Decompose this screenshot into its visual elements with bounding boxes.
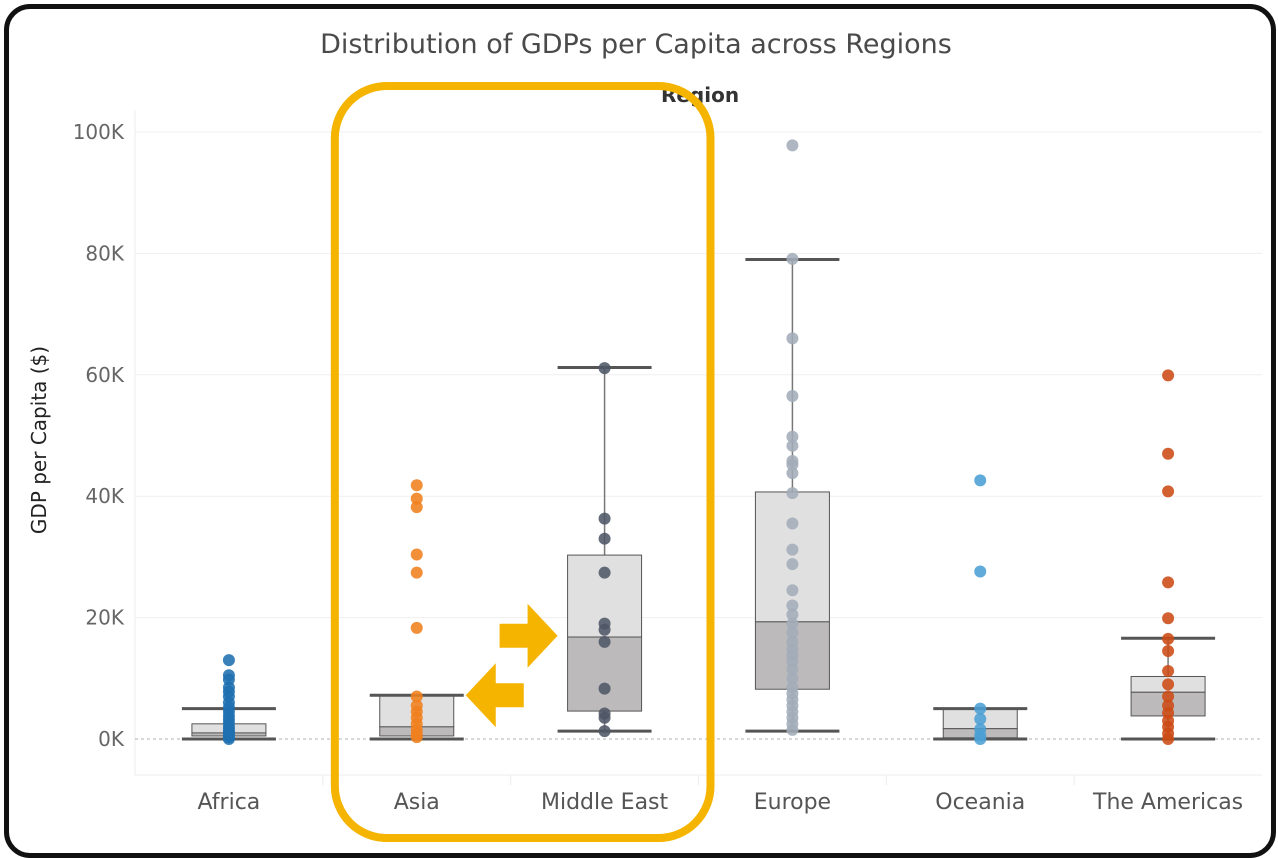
data-point [598, 682, 611, 695]
data-point [410, 690, 423, 703]
y-tick-label: 0K [98, 727, 125, 751]
data-point [786, 517, 799, 530]
grid-lines [134, 110, 1262, 785]
annotation-layer [330, 82, 715, 842]
x-category-label: Africa [198, 790, 261, 815]
data-point [786, 599, 799, 612]
data-point [786, 635, 799, 648]
data-point [1162, 644, 1175, 657]
data-point [786, 430, 799, 443]
data-point [1162, 632, 1175, 645]
data-point [410, 621, 423, 634]
data-point [410, 548, 423, 561]
data-point [786, 584, 799, 597]
data-point [410, 566, 423, 579]
data-point [1162, 485, 1175, 498]
data-point [1162, 699, 1175, 712]
data-point [222, 654, 235, 667]
data-point [1162, 447, 1175, 460]
box-lower [567, 636, 643, 712]
x-category-label: Middle East [541, 790, 669, 815]
data-point [786, 672, 799, 685]
y-tick-label: 40K [85, 484, 124, 508]
data-point [598, 362, 611, 375]
data-point [974, 474, 987, 487]
data-point [598, 532, 611, 545]
x-axis-categories: Africa Asia Middle East Europe Oceania The Am… [198, 790, 1244, 815]
data-point [974, 712, 987, 725]
box-middle-east [557, 366, 652, 733]
data-point [1162, 576, 1175, 589]
data-point [1162, 690, 1175, 703]
data-point [786, 439, 799, 452]
y-tick-label: 100K [73, 120, 125, 144]
data-point [786, 332, 799, 345]
data-point [1162, 665, 1175, 678]
data-point [598, 725, 611, 738]
y-axis-label: GDP per Capita ($) [27, 346, 51, 534]
chart-frame [4, 4, 1276, 858]
x-category-label: Europe [754, 790, 831, 815]
x-category-label: The Americas [1092, 790, 1243, 815]
data-point [1162, 678, 1175, 691]
data-point [598, 617, 611, 630]
data-point [598, 635, 611, 648]
data-point [786, 487, 799, 500]
data-point [786, 617, 799, 630]
data-point [786, 681, 799, 694]
arrow-right-icon [499, 603, 558, 668]
data-point [598, 566, 611, 579]
data-point [410, 479, 423, 492]
data-point [786, 252, 799, 265]
data-point [1162, 369, 1175, 382]
data-point [786, 390, 799, 403]
data-point [410, 699, 423, 712]
y-tick-label: 60K [85, 363, 124, 387]
y-tick-label: 80K [85, 241, 124, 265]
data-point [786, 139, 799, 152]
chart-title: Distribution of GDPs per Capita across R… [320, 29, 952, 60]
data-point [786, 558, 799, 571]
data-point [598, 512, 611, 525]
arrow-left-icon [465, 663, 524, 728]
x-category-label: Asia [394, 790, 440, 815]
data-point [974, 723, 987, 736]
data-point [974, 702, 987, 715]
data-point [786, 608, 799, 621]
data-point [786, 454, 799, 467]
data-point [222, 669, 235, 682]
data-point [410, 492, 423, 505]
data-point [1162, 612, 1175, 625]
data-point [786, 626, 799, 639]
highlight-box [330, 82, 715, 842]
y-tick-label: 20K [85, 606, 124, 630]
data-point [598, 707, 611, 720]
data-point [786, 467, 799, 480]
data-point [974, 565, 987, 578]
points-layer [222, 139, 1175, 745]
y-axis-ticks: 0K 20K 40K 60K 80K 100K [73, 120, 125, 751]
x-category-label: Oceania [935, 790, 1025, 815]
data-point [786, 543, 799, 556]
data-point [410, 501, 423, 514]
